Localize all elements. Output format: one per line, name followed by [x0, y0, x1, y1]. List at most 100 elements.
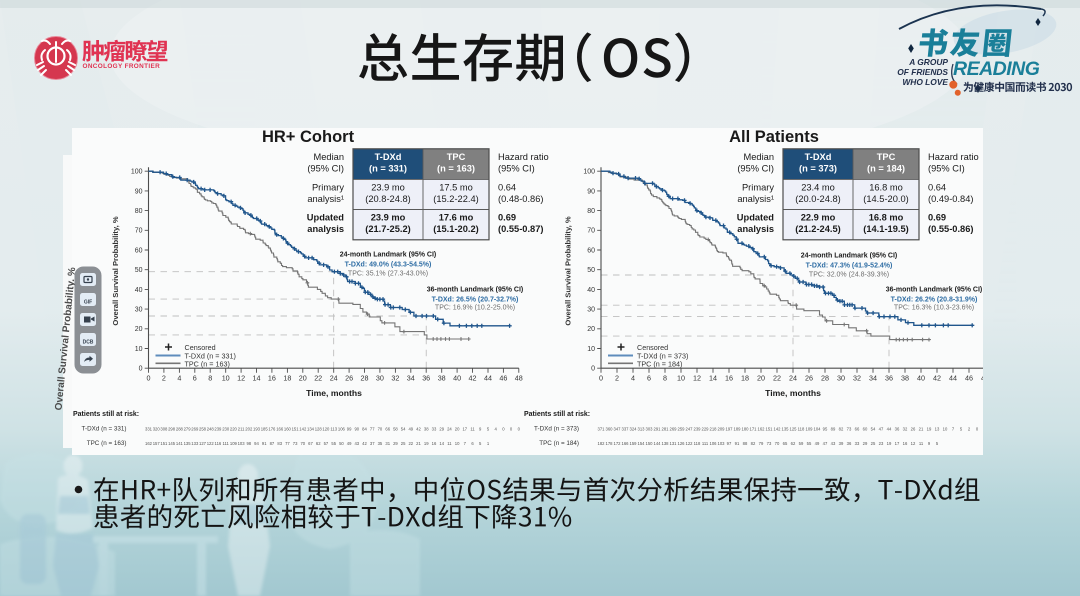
- svg-text:4: 4: [177, 374, 181, 383]
- svg-text:23.9 mo: 23.9 mo: [371, 183, 405, 193]
- svg-text:103: 103: [238, 441, 246, 446]
- svg-text:25: 25: [871, 441, 876, 446]
- svg-text:281: 281: [662, 427, 670, 432]
- svg-text:109: 109: [230, 441, 238, 446]
- svg-text:230: 230: [222, 427, 230, 432]
- svg-text:258: 258: [199, 427, 207, 432]
- svg-text:2: 2: [615, 374, 619, 383]
- svg-text:24: 24: [447, 427, 452, 432]
- svg-text:A GROUP: A GROUP: [908, 57, 948, 67]
- svg-text:TPC (n = 184): TPC (n = 184): [539, 440, 579, 447]
- svg-text:133: 133: [191, 441, 199, 446]
- svg-text:99: 99: [347, 427, 352, 432]
- svg-text:(14.1-19.5): (14.1-19.5): [863, 224, 908, 234]
- svg-text:18: 18: [741, 374, 749, 383]
- svg-text:331: 331: [145, 427, 153, 432]
- svg-text:113: 113: [330, 427, 337, 432]
- svg-text:142: 142: [299, 427, 307, 432]
- svg-text:33: 33: [432, 427, 437, 432]
- svg-text:49: 49: [815, 441, 820, 446]
- svg-text:122: 122: [207, 441, 215, 446]
- svg-text:5: 5: [487, 427, 490, 432]
- svg-text:202: 202: [245, 427, 253, 432]
- svg-text:135: 135: [782, 427, 790, 432]
- svg-text:22: 22: [314, 374, 322, 383]
- svg-text:54: 54: [871, 427, 876, 432]
- svg-text:100: 100: [583, 169, 595, 176]
- svg-text:42: 42: [469, 374, 477, 383]
- svg-text:82: 82: [839, 427, 844, 432]
- svg-text:17: 17: [895, 441, 900, 446]
- svg-text:11: 11: [919, 441, 924, 446]
- svg-text:T-DXd (n = 373): T-DXd (n = 373): [637, 352, 688, 361]
- svg-text:66: 66: [385, 427, 390, 432]
- svg-text:Primary: Primary: [742, 183, 774, 193]
- svg-text:38: 38: [438, 374, 446, 383]
- svg-text:2: 2: [968, 427, 971, 432]
- svg-text:(20.8-24.8): (20.8-24.8): [365, 194, 410, 204]
- svg-text:36: 36: [422, 374, 430, 383]
- svg-text:Time, months: Time, months: [306, 388, 362, 398]
- svg-text:(14.5-20.0): (14.5-20.0): [863, 194, 908, 204]
- svg-text:111: 111: [702, 441, 709, 446]
- svg-text:All Patients: All Patients: [729, 128, 819, 146]
- svg-text:62: 62: [316, 441, 321, 446]
- svg-text:Median: Median: [744, 152, 775, 162]
- svg-text:(0.48-0.86): (0.48-0.86): [498, 194, 543, 204]
- svg-text:(n = 184): (n = 184): [867, 164, 905, 174]
- svg-text:55: 55: [807, 441, 812, 446]
- svg-text:0: 0: [510, 427, 513, 432]
- svg-text:17.5 mo: 17.5 mo: [439, 183, 473, 193]
- svg-text:HR+ Cohort: HR+ Cohort: [262, 128, 355, 146]
- svg-text:42: 42: [933, 374, 941, 383]
- svg-text:209: 209: [718, 427, 726, 432]
- svg-text:5: 5: [936, 441, 939, 446]
- svg-text:TPC: 16.3% (10.3-23.6%): TPC: 16.3% (10.3-23.6%): [894, 305, 974, 312]
- svg-text:313: 313: [638, 427, 646, 432]
- svg-text:40: 40: [917, 374, 925, 383]
- svg-text:6: 6: [193, 374, 197, 383]
- svg-text:166: 166: [276, 427, 284, 432]
- svg-text:Overall Survival Probability,: Overall Survival Probability, %: [111, 216, 120, 325]
- svg-text:(95% CI): (95% CI): [928, 164, 965, 174]
- svg-text:42: 42: [362, 441, 367, 446]
- svg-text:157: 157: [153, 441, 161, 446]
- svg-text:0: 0: [518, 427, 521, 432]
- svg-text:135: 135: [184, 441, 192, 446]
- svg-text:151: 151: [766, 427, 774, 432]
- svg-text:30: 30: [376, 374, 384, 383]
- svg-text:10: 10: [587, 346, 595, 353]
- svg-text:8: 8: [663, 374, 667, 383]
- svg-text:0.69: 0.69: [928, 213, 946, 223]
- svg-text:49: 49: [408, 427, 413, 432]
- svg-text:(15.2-22.4): (15.2-22.4): [433, 194, 478, 204]
- svg-text:ONCOLOGY FRONTIER: ONCOLOGY FRONTIER: [83, 63, 161, 70]
- svg-text:11: 11: [447, 441, 452, 446]
- svg-text:87: 87: [270, 441, 275, 446]
- svg-text:(0.55-0.86): (0.55-0.86): [928, 224, 973, 234]
- svg-text:23.4 mo: 23.4 mo: [801, 183, 835, 193]
- svg-text:60: 60: [587, 247, 595, 254]
- svg-text:0: 0: [502, 427, 505, 432]
- svg-text:291: 291: [654, 427, 662, 432]
- svg-text:28: 28: [361, 374, 369, 383]
- svg-text:9: 9: [479, 427, 482, 432]
- svg-text:T-DXd (n = 373): T-DXd (n = 373): [534, 426, 579, 433]
- svg-text:24-month Landmark (95% CI): 24-month Landmark (95% CI): [801, 253, 897, 260]
- svg-text:40: 40: [135, 287, 143, 294]
- svg-text:16: 16: [268, 374, 276, 383]
- svg-text:77: 77: [370, 427, 375, 432]
- svg-text:48: 48: [981, 374, 989, 383]
- svg-text:GIF: GIF: [84, 300, 92, 306]
- svg-text:analysis¹: analysis¹: [737, 194, 774, 204]
- svg-text:83: 83: [277, 441, 282, 446]
- svg-text:279: 279: [184, 427, 192, 432]
- svg-text:26: 26: [805, 374, 813, 383]
- svg-text:59: 59: [799, 441, 804, 446]
- svg-text:17.6 mo: 17.6 mo: [439, 213, 474, 223]
- svg-text:122: 122: [686, 441, 694, 446]
- svg-text:36-month Landmark (95% CI): 36-month Landmark (95% CI): [886, 287, 982, 294]
- svg-text:128: 128: [315, 427, 323, 432]
- svg-text:159: 159: [630, 441, 638, 446]
- svg-text:17: 17: [462, 427, 467, 432]
